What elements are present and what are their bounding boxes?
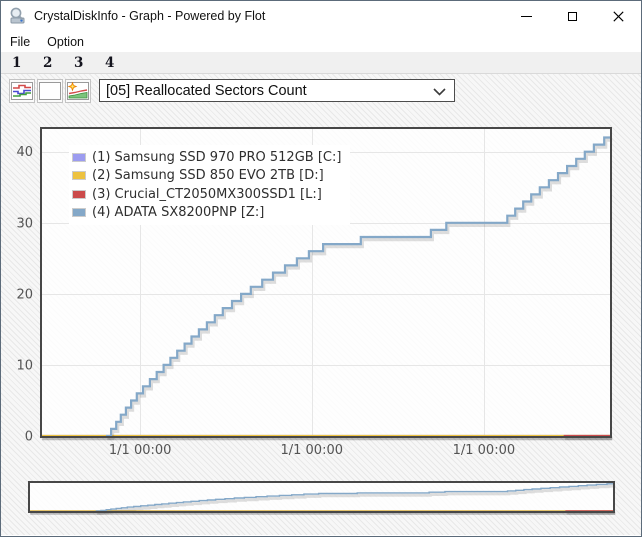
menu-file[interactable]: File xyxy=(10,34,31,49)
legend-label: (2) Samsung SSD 850 EVO 2TB [D:] xyxy=(92,168,324,184)
window-title: CrystalDiskInfo - Graph - Powered by Flo… xyxy=(34,9,266,23)
y-axis-tick: 20 xyxy=(16,287,33,302)
smart-attribute-select[interactable]: [05] Reallocated Sectors Count xyxy=(99,79,455,102)
graph-page: 0 10 20 30 40 1/1 00:00 1/1 00:00 1/1 00:00 xyxy=(1,74,641,535)
legend-label: (3) Crucial_CT2050MX300SSD1 [L:] xyxy=(92,186,322,202)
graph-count-3-button[interactable]: 3 xyxy=(74,55,84,71)
smart-attribute-selected-value: [05] Reallocated Sectors Count xyxy=(106,82,307,99)
chevron-down-icon xyxy=(433,88,446,96)
line-graph-style-button[interactable] xyxy=(9,78,35,103)
y-axis-tick: 40 xyxy=(16,145,33,160)
graph-count-row: 1 2 3 4 xyxy=(1,53,641,74)
overview-chart[interactable] xyxy=(28,481,616,515)
blank-graph-style-button[interactable] xyxy=(37,78,63,103)
graph-count-2-button[interactable]: 2 xyxy=(43,55,53,71)
menu-option[interactable]: Option xyxy=(47,34,84,49)
legend-item: (2) Samsung SSD 850 EVO 2TB [D:] xyxy=(72,167,341,186)
graph-count-4-button[interactable]: 4 xyxy=(105,55,115,71)
toolbar: [05] Reallocated Sectors Count xyxy=(1,78,455,103)
area-graph-style-button[interactable] xyxy=(65,78,91,103)
legend-swatch xyxy=(72,171,86,181)
window-controls xyxy=(503,1,641,31)
minimize-button[interactable] xyxy=(503,1,549,31)
legend-swatch xyxy=(72,152,86,162)
close-button[interactable] xyxy=(595,1,641,31)
legend-item: (1) Samsung SSD 970 PRO 512GB [C:] xyxy=(72,148,341,167)
minimize-icon xyxy=(520,15,532,17)
blank-graph-icon xyxy=(39,81,61,100)
menubar: File Option xyxy=(1,31,641,53)
y-axis-tick: 30 xyxy=(16,216,33,231)
x-axis-tick: 1/1 00:00 xyxy=(280,443,343,458)
legend-item: (3) Crucial_CT2050MX300SSD1 [L:] xyxy=(72,185,341,204)
legend-label: (4) ADATA SX8200PNP [Z:] xyxy=(92,205,265,221)
maximize-button[interactable] xyxy=(549,1,595,31)
maximize-icon xyxy=(567,11,577,21)
legend-swatch xyxy=(72,189,86,199)
graph-count-1-button[interactable]: 1 xyxy=(12,55,22,71)
titlebar: CrystalDiskInfo - Graph - Powered by Flo… xyxy=(1,1,641,31)
x-axis-tick: 1/1 00:00 xyxy=(109,443,172,458)
legend-item: (4) ADATA SX8200PNP [Z:] xyxy=(72,204,341,223)
legend-label: (1) Samsung SSD 970 PRO 512GB [C:] xyxy=(92,149,342,165)
multi-series-graph-icon xyxy=(11,81,33,100)
legend-swatch xyxy=(72,208,86,218)
crystaldiskinfo-app-icon xyxy=(8,6,28,26)
y-axis-tick: 10 xyxy=(16,358,33,373)
close-icon xyxy=(612,10,624,22)
chart-legend: (1) Samsung SSD 970 PRO 512GB [C:] (2) Sa… xyxy=(69,145,351,225)
charts-canvas: 0 10 20 30 40 1/1 00:00 1/1 00:00 1/1 00:00 xyxy=(16,127,616,515)
x-axis-tick: 1/1 00:00 xyxy=(453,443,516,458)
y-axis-tick: 0 xyxy=(25,430,33,445)
new-graph-icon xyxy=(67,81,89,100)
